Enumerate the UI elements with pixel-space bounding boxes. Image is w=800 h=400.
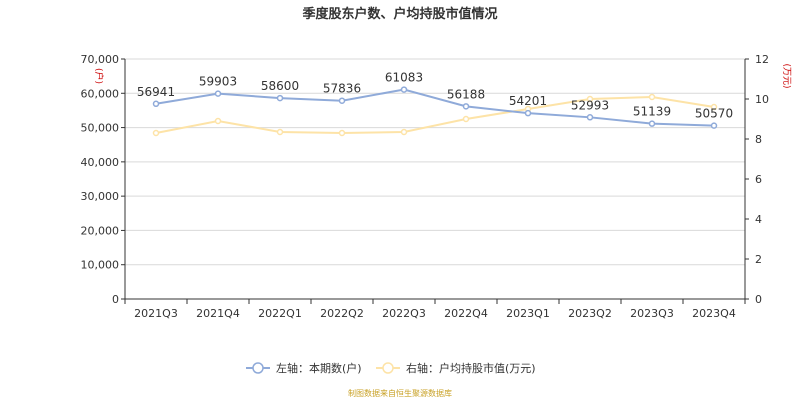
data-point [400,128,408,136]
right-axis-unit: (万元) [781,63,791,88]
left-tick-label: 40,000 [81,156,120,169]
right-tick-label: 6 [755,173,762,186]
data-point [214,117,222,125]
left-tick-label: 60,000 [81,87,120,100]
x-tick-label: 2023Q1 [506,307,550,320]
data-label: 51139 [633,105,671,119]
data-point [524,109,532,117]
x-tick-label: 2023Q3 [630,307,674,320]
data-point [462,103,470,110]
data-point [214,90,222,97]
data-label: 52993 [571,98,609,112]
data-label: 56188 [447,87,485,101]
x-tick-label: 2021Q3 [134,307,178,320]
left-axis: 0 10,000 20,000 30,000 40,000 50,000 60,000 70,… [81,53,126,306]
data-label: 58600 [261,79,299,93]
x-tick-label: 2022Q3 [382,307,426,320]
data-point [152,129,160,137]
legend-right-label: 右轴：户均持股市值(万元) [406,361,536,375]
data-point [338,97,346,104]
right-tick-label: 10 [755,93,769,106]
data-point [648,93,656,101]
x-axis: 2021Q3 2021Q4 2022Q1 2022Q2 2022Q3 2022Q4 2023… [124,298,746,320]
series-right [152,93,718,137]
data-label: 56941 [137,85,175,99]
data-point [710,103,718,111]
x-tick-label: 2022Q4 [444,307,488,320]
x-tick-label: 2023Q2 [568,307,612,320]
left-tick-label: 0 [112,293,119,306]
x-tick-label: 2022Q1 [258,307,302,320]
data-point [338,129,346,137]
x-tick-label: 2023Q4 [692,307,736,320]
x-tick-label: 2021Q4 [196,307,240,320]
data-point [586,114,594,121]
left-axis-unit: (户) [93,68,105,84]
left-tick-label: 30,000 [81,190,120,203]
left-tick-label: 10,000 [81,259,120,272]
data-point [648,120,656,127]
legend-right-marker [382,362,394,374]
series-line [155,88,715,127]
data-point [586,95,594,103]
source-note: 制图数据来自恒生聚源数据库 [348,388,452,398]
data-labels: 56941 59903 58600 57836 61083 56188 54201 52993… [137,71,733,121]
right-tick-label: 12 [755,53,769,66]
right-tick-label: 8 [755,133,762,146]
data-point [276,94,284,102]
left-tick-label: 20,000 [81,224,120,237]
legend-item-left[interactable]: 左轴：本期数(户) [246,361,362,375]
data-label: 59903 [199,75,237,89]
grid-lines [125,58,745,266]
right-tick-label: 0 [755,293,762,306]
data-label: 54201 [509,94,547,108]
data-point [276,128,284,136]
legend-left-label: 左轴：本期数(户) [276,361,362,375]
series-line [155,95,715,135]
data-label: 50570 [695,107,733,121]
legend-item-right[interactable]: 右轴：户均持股市值(万元) [376,361,536,375]
data-point [462,115,470,123]
right-tick-label: 4 [755,213,762,226]
series-left [152,86,718,129]
data-point [152,100,160,108]
x-tick-label: 2022Q2 [320,307,364,320]
data-label: 57836 [323,82,361,96]
legend-left-marker [252,362,264,374]
data-point [710,122,718,129]
data-label: 61083 [385,71,423,85]
right-axis: 0 2 4 6 8 10 12 [744,53,769,306]
legend: 左轴：本期数(户) 右轴：户均持股市值(万元) [246,361,536,375]
right-tick-label: 2 [755,253,762,266]
chart-title: 季度股东户数、户均持股市值情况 [301,6,497,22]
data-point [400,86,408,93]
left-tick-label: 50,000 [81,122,120,135]
left-tick-label: 70,000 [81,53,120,66]
